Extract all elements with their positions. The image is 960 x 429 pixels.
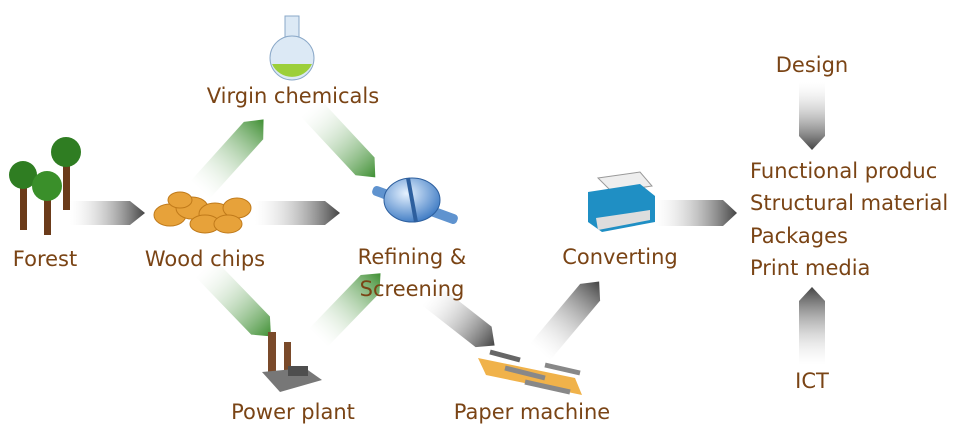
power-plant-icon bbox=[262, 332, 322, 392]
node-label: Power plant bbox=[231, 400, 355, 424]
product-label: Packages bbox=[750, 224, 848, 248]
arrows bbox=[70, 82, 825, 365]
node-label: Virgin chemicals bbox=[207, 84, 379, 108]
wood-chips-icon bbox=[154, 192, 251, 233]
node-label: Screening bbox=[360, 277, 465, 301]
printer-icon bbox=[588, 172, 655, 232]
node-label: Refining & bbox=[358, 245, 467, 269]
product-label: Structural material bbox=[750, 191, 948, 215]
node-label: Wood chips bbox=[145, 247, 265, 271]
node-label: Design bbox=[776, 53, 849, 77]
product-label: Print media bbox=[750, 256, 870, 280]
arrow bbox=[70, 201, 145, 225]
arrow bbox=[190, 111, 273, 199]
arrow bbox=[799, 287, 825, 365]
paper-machine-icon bbox=[478, 352, 582, 395]
arrow bbox=[301, 99, 385, 186]
arrow bbox=[196, 259, 281, 345]
node-label: Converting bbox=[562, 245, 678, 269]
node-label: Paper machine bbox=[454, 400, 610, 424]
product-label: Functional produc bbox=[750, 159, 937, 183]
node-label: Forest bbox=[13, 247, 77, 271]
arrow bbox=[799, 82, 825, 150]
flask-icon bbox=[270, 16, 314, 80]
arrow bbox=[255, 201, 340, 225]
arrow bbox=[530, 273, 609, 360]
node-label: ICT bbox=[795, 369, 829, 393]
arrow bbox=[655, 200, 737, 226]
process-diagram: Forest Wood chips Virgin chemicals Refin… bbox=[0, 0, 960, 429]
refiner-icon bbox=[371, 178, 459, 225]
